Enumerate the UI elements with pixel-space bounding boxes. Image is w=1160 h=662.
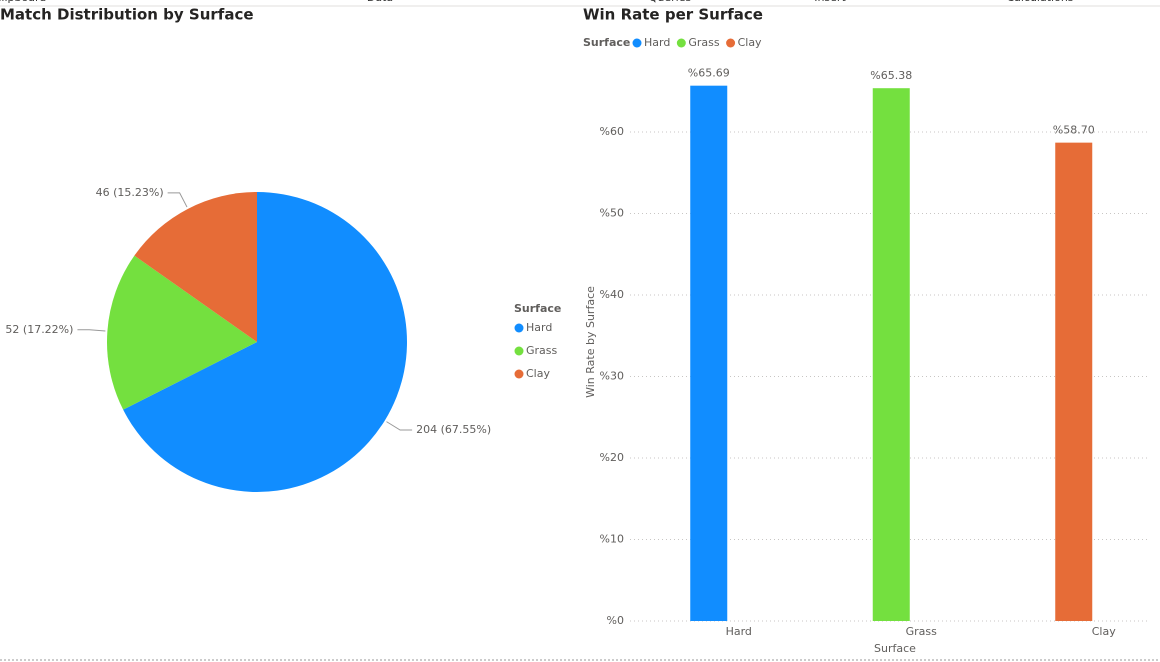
ribbon-tab: Insert bbox=[814, 0, 846, 4]
y-tick-label: %20 bbox=[600, 451, 624, 464]
leader-line bbox=[77, 329, 106, 332]
bar bbox=[1055, 142, 1093, 622]
pie-slice bbox=[123, 191, 408, 492]
data-label: %58.70 bbox=[1053, 124, 1095, 137]
y-tick-label: %0 bbox=[607, 614, 624, 627]
y-tick-label: %40 bbox=[600, 288, 624, 301]
chart-title: Match Distribution by Surface bbox=[0, 6, 254, 24]
y-tick-label: %60 bbox=[600, 125, 624, 138]
bar bbox=[690, 85, 728, 621]
legend-title: Surface bbox=[583, 36, 630, 49]
y-tick-label: %10 bbox=[600, 533, 624, 546]
legend-label: Grass bbox=[526, 344, 558, 357]
ribbon-tab: Clipboard bbox=[0, 0, 46, 4]
ribbon-tab: Data bbox=[367, 0, 393, 4]
legend-label: Clay bbox=[738, 36, 762, 49]
legend-label: Clay bbox=[526, 367, 550, 380]
ribbon-tab: Queries bbox=[649, 0, 692, 4]
legend-marker bbox=[514, 346, 524, 356]
data-label: 204 (67.55%) bbox=[416, 423, 491, 436]
pie-slice bbox=[107, 255, 257, 410]
legend-label: Grass bbox=[688, 36, 720, 49]
y-axis-label: Win Rate by Surface bbox=[584, 286, 597, 398]
data-label: %65.38 bbox=[870, 69, 912, 82]
y-tick-label: %30 bbox=[600, 370, 624, 383]
legend-marker bbox=[676, 38, 686, 48]
ribbon-tab: Calculations bbox=[1006, 0, 1073, 4]
legend-title: Surface bbox=[514, 302, 561, 315]
pie-slice bbox=[134, 192, 257, 342]
x-tick-label: Grass bbox=[906, 625, 938, 638]
legend-label: Hard bbox=[526, 321, 552, 334]
legend-label: Hard bbox=[644, 36, 670, 49]
x-tick-label: Hard bbox=[726, 625, 752, 638]
data-label: 52 (17.22%) bbox=[5, 323, 73, 336]
legend-marker bbox=[632, 38, 642, 48]
legend-marker bbox=[514, 369, 524, 379]
x-axis-label: Surface bbox=[874, 642, 916, 655]
legend-marker bbox=[514, 323, 524, 333]
y-tick-label: %50 bbox=[600, 207, 624, 220]
data-label: %65.69 bbox=[688, 67, 730, 80]
leader-line bbox=[167, 192, 188, 208]
data-label: 46 (15.23%) bbox=[96, 186, 164, 199]
x-tick-label: Clay bbox=[1092, 625, 1116, 638]
bar bbox=[872, 88, 910, 622]
legend-marker bbox=[726, 38, 736, 48]
chart-title: Win Rate per Surface bbox=[583, 6, 763, 24]
leader-line bbox=[386, 421, 413, 431]
